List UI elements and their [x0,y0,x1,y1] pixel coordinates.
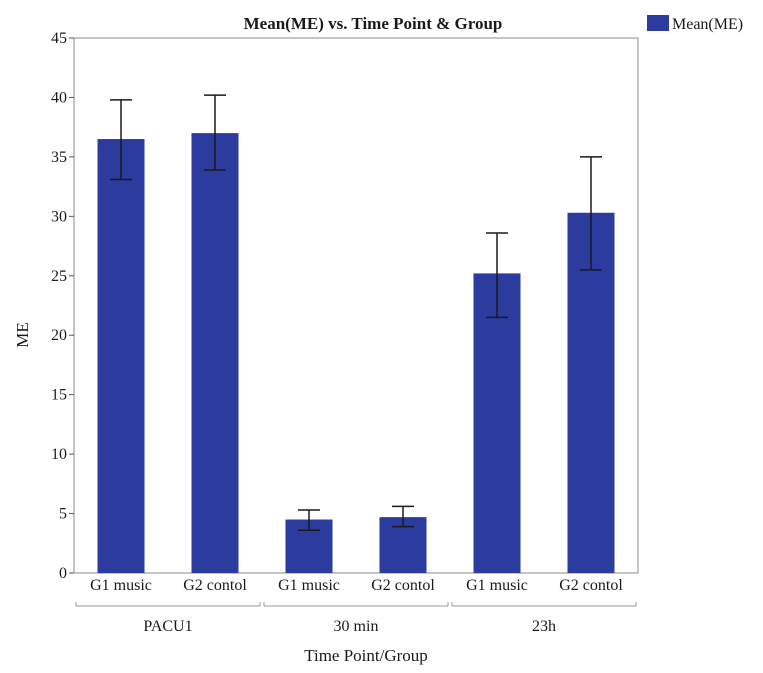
x-category-label: G2 contol [559,577,623,594]
bar [567,212,615,573]
y-tick-label: 25 [51,268,67,285]
x-group-label: 30 min [334,618,379,635]
y-tick-label: 5 [59,506,67,523]
x-category-label: G2 contol [371,577,435,594]
bar [97,139,145,574]
y-tick-label: 45 [51,30,67,47]
x-category-label: G1 music [90,577,152,594]
x-group-label: PACU1 [143,618,192,635]
y-tick-label: 15 [51,387,67,404]
y-tick-label: 40 [51,89,67,106]
error-bars [110,94,602,531]
legend-label: Mean(ME) [672,16,743,33]
y-tick-label: 20 [51,327,67,344]
group-bracket: 30 min [263,602,449,635]
x-category-label: G1 music [466,577,528,594]
error-bar [110,99,132,181]
error-bar [486,232,508,319]
x-axis-categories: G1 music G2 contol G1 music G2 contol G1 mus… [90,577,623,594]
legend-swatch [647,15,669,31]
chart-title: Mean(ME) vs. Time Point & Group [244,14,503,33]
x-axis-groups: PACU1 30 min 23h [75,602,637,635]
group-bracket: 23h [451,602,637,635]
y-tick-label: 30 [51,208,67,225]
group-bracket: PACU1 [75,602,261,635]
y-axis: 0 5 10 15 20 25 30 35 40 45 [51,30,74,582]
error-bar [580,156,602,271]
y-tick-label: 0 [59,565,67,582]
legend: Mean(ME) [647,15,743,33]
bar [191,133,239,573]
x-category-label: G2 contol [183,577,247,594]
plot-frame [73,37,639,574]
error-bar [204,94,226,171]
bar [473,273,521,573]
y-tick-label: 10 [51,446,67,463]
x-axis-label: Time Point/Group [304,646,428,665]
y-tick-label: 35 [51,149,67,166]
error-bar [392,505,414,528]
x-group-label: 23h [532,618,556,635]
x-category-label: G1 music [278,577,340,594]
bars [97,133,615,574]
y-axis-label: ME [13,322,32,348]
error-bar [298,509,320,531]
